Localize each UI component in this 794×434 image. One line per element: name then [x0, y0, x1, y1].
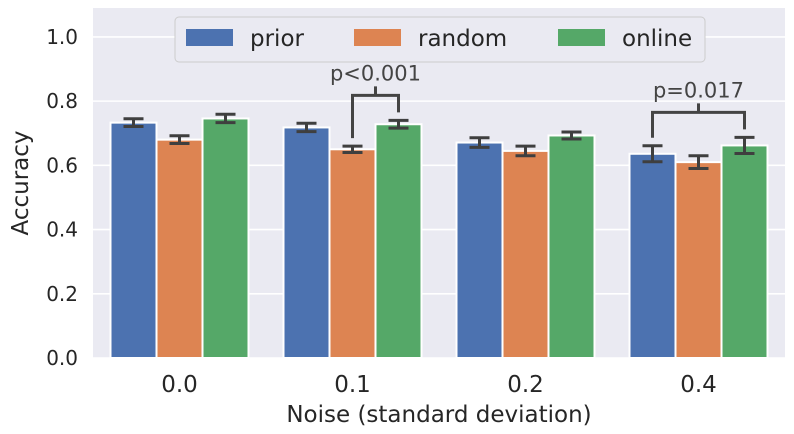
y-tick-labels: 0.0 0.2 0.4 0.6 0.8 1.0 [46, 25, 78, 370]
legend-swatch-online [558, 29, 605, 46]
significance-bracket [651, 103, 746, 138]
bar-online [374, 123, 423, 360]
bar-random [155, 138, 204, 359]
legend-label-prior: prior [250, 26, 305, 52]
x-tick-label: 0.4 [680, 372, 717, 398]
legend-swatch-prior [186, 29, 233, 46]
bar-online [720, 144, 769, 359]
legend: prior random online [174, 16, 706, 63]
bar-prior [455, 141, 504, 359]
legend-swatch-random [354, 29, 401, 46]
y-tick-label: 1.0 [46, 25, 78, 49]
x-axis-label: Noise (standard deviation) [286, 402, 591, 428]
y-tick-label: 0.2 [46, 282, 78, 306]
x-tick-labels: 0.0 0.1 0.2 0.4 [161, 372, 717, 398]
legend-label-random: random [418, 26, 507, 52]
y-tick-label: 0.8 [46, 89, 78, 113]
y-tick-label: 0.6 [46, 153, 78, 177]
y-tick-label: 0.0 [46, 346, 78, 370]
significance-label: p=0.017 [653, 78, 744, 102]
bar-online [201, 117, 250, 360]
legend-label-online: online [622, 26, 692, 52]
bar-online [547, 134, 596, 359]
bar-random [328, 148, 377, 359]
significance-label: p<0.001 [330, 61, 421, 85]
x-tick-label: 0.2 [507, 372, 544, 398]
legend-box [174, 16, 706, 63]
annotations: p<0.001 p=0.017 [330, 61, 746, 139]
bar-random [674, 161, 723, 359]
bar-random [501, 149, 550, 359]
bars [109, 117, 769, 360]
y-tick-label: 0.4 [46, 218, 78, 242]
y-axis-label: Accuracy [8, 130, 34, 235]
x-tick-label: 0.1 [334, 372, 371, 398]
significance-bracket [351, 86, 400, 139]
bar-prior [282, 126, 331, 359]
x-tick-label: 0.0 [161, 372, 198, 398]
error-bars [123, 112, 755, 171]
bar-prior [628, 152, 677, 359]
bar-prior [109, 121, 158, 359]
